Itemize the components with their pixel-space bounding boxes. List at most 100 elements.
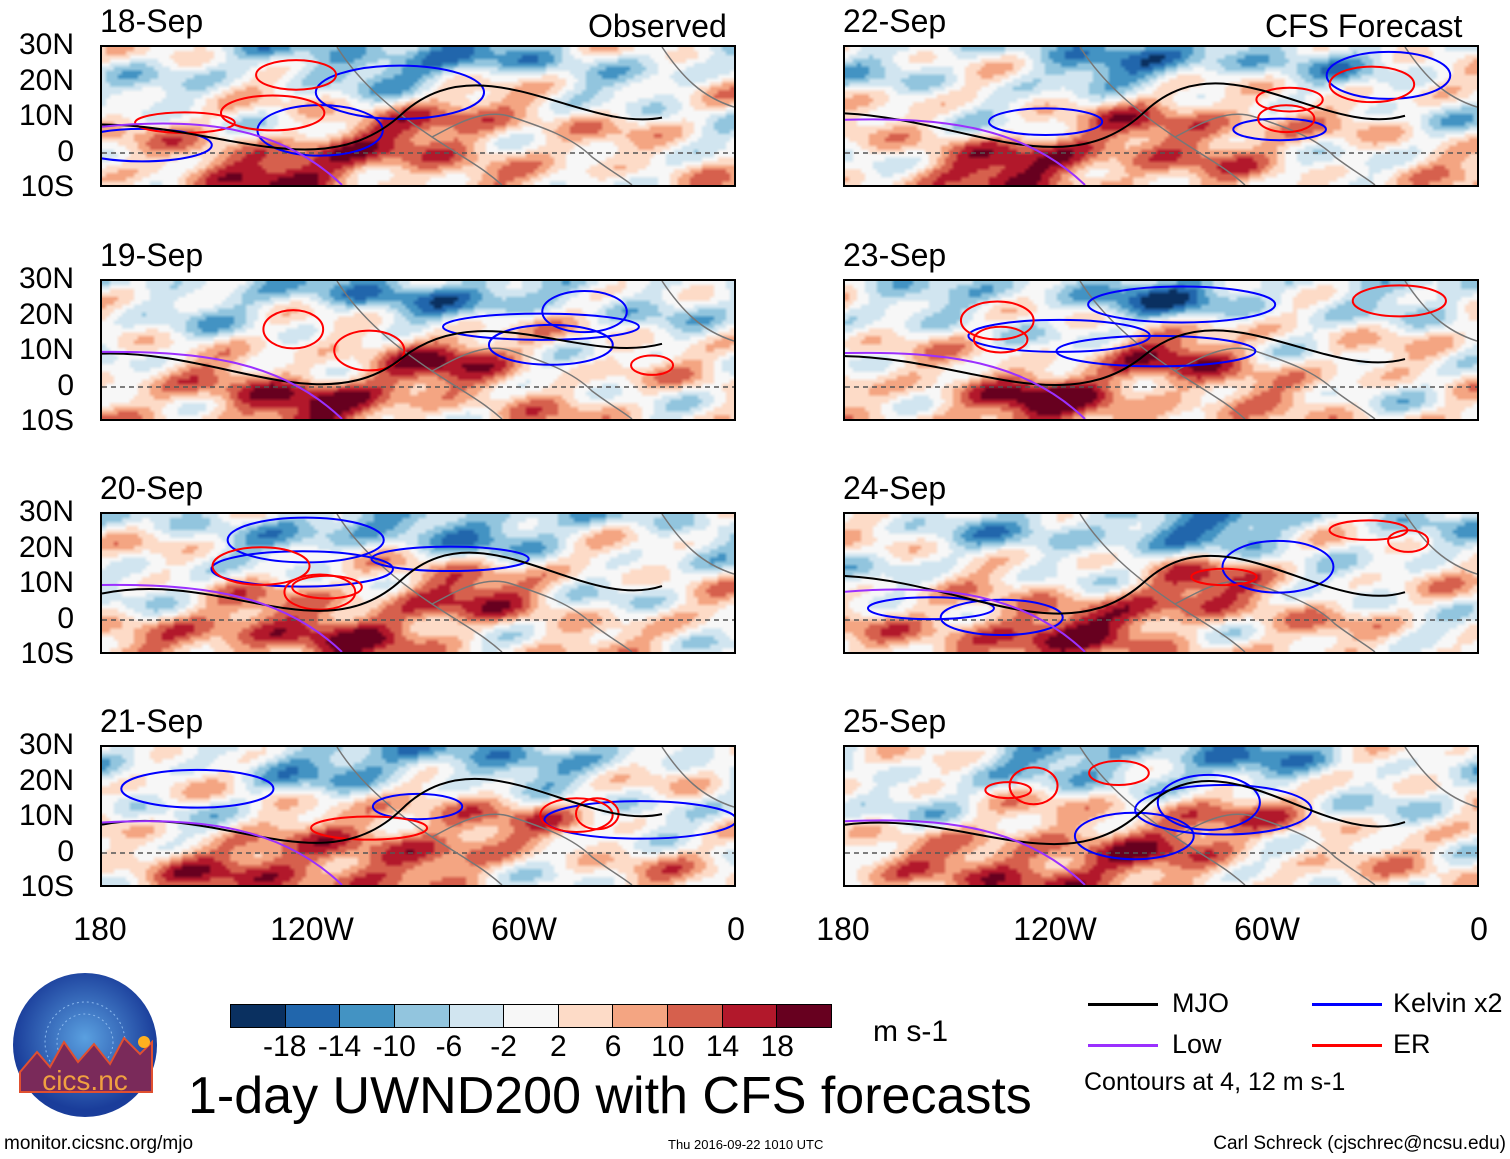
footer-url[interactable]: monitor.cicsnc.org/mjo [4,1133,194,1154]
contour-overlay [845,47,1477,185]
er-contour [1351,284,1447,318]
contour-overlay [102,281,734,419]
kelvin-contour [102,127,213,163]
mjo-contour [102,84,663,151]
kelvin-contour [226,516,385,564]
lat-label: 20N [18,63,74,97]
observed-label: Observed [588,8,727,44]
kelvin-contour [370,545,530,573]
kelvin-contour [1087,285,1277,324]
lon-label: 0 [727,911,745,947]
er-contour [255,59,338,91]
lon-label: 120W [270,911,354,947]
coastline [1079,514,1477,652]
low-contour [845,588,1086,652]
wind-map-panel [100,279,736,421]
uwnd-shading [102,514,734,652]
wind-map-panel [100,45,736,187]
footer-timestamp: Thu 2016-09-22 1010 UTC [668,1137,824,1152]
er-contour [630,354,675,376]
lon-label: 120W [1013,911,1097,947]
kelvin-contour [543,800,734,840]
colorbar-swatch [231,1005,286,1027]
kelvin-contour [541,290,628,334]
kelvin-contour [866,596,995,621]
colorbar-swatch [285,1005,341,1027]
low-contour [845,118,1086,185]
er-contour [1190,567,1258,587]
er-contour [211,546,311,586]
legend-line-kelvin [1312,1003,1382,1006]
coastline [336,47,734,185]
colorbar-swatch [449,1005,505,1027]
uwnd-shading [845,281,1477,419]
low-contour [102,350,343,419]
lat-label: 30N [18,262,74,295]
mjo-contour [845,554,1406,615]
mjo-contour [845,329,1406,386]
er-contour [333,329,406,372]
lat-label: 30N [18,728,74,761]
panel-date-title: 20-Sep [100,470,204,506]
uwnd-shading [102,47,734,185]
lat-label: 10N [18,99,74,132]
lat-label: 10S [20,170,74,203]
er-contour [219,94,326,132]
logo-text: cics.nc [42,1065,128,1096]
mjo-contour [102,330,663,386]
er-contour [972,325,1029,354]
colorbar-tick-label: -18 [263,1030,307,1063]
lat-label: 0 [57,834,74,868]
kelvin-contour [120,768,275,809]
legend-label-low: Low [1172,1029,1222,1059]
er-contour [1088,759,1150,787]
mjo-contour [102,778,663,844]
lat-label: 30N [18,495,74,528]
colorbar-swatch [340,1005,395,1027]
panel-date-title: 22-Sep [843,3,947,39]
wind-map-panel [843,512,1479,654]
kelvin-contour [1232,117,1327,142]
lon-label: 60W [1234,911,1300,947]
colorbar-tick-label: 2 [550,1030,567,1063]
coastline [1079,281,1477,419]
uwnd-shading [845,514,1477,652]
contour-note: Contours at 4, 12 m s-1 [1084,1068,1346,1096]
kelvin-contour [1156,773,1261,831]
wind-map-panel [843,745,1479,887]
er-contour [291,574,363,600]
colorbar-swatch [668,1005,723,1027]
er-contour [984,781,1032,800]
legend-line-mjo [1088,1003,1158,1006]
er-contour [262,309,325,350]
colorbar-swatch [613,1005,669,1027]
er-contour [1008,766,1059,806]
lat-label: 20N [18,297,74,331]
contour-overlay [102,47,734,185]
legend-line-low [1088,1044,1158,1047]
figure-title: 1-day UWND200 with CFS forecasts [188,1067,1032,1125]
er-contour [310,815,429,841]
legend-label-mjo: MJO [1172,988,1229,1018]
lon-label: 0 [1470,911,1488,947]
coastline [336,514,734,652]
er-contour [283,573,357,611]
mjo-contour [845,82,1406,148]
low-contour [102,122,343,185]
legend-line-er [1312,1044,1382,1047]
wind-map-panel [100,745,736,887]
kelvin-contour [1055,334,1257,368]
kelvin-contour [1221,539,1335,594]
colorbar-tick-label: 6 [604,1030,622,1063]
wind-map-panel [100,512,736,654]
lat-label: 20N [18,530,74,564]
er-contour [1328,65,1416,104]
contour-overlay [845,514,1477,652]
colorbar-swatch [777,1005,832,1027]
mjo-contour [845,780,1406,845]
panel-date-title: 21-Sep [100,703,204,739]
lat-label: 10N [18,566,74,599]
kelvin-contour [210,550,394,588]
uwnd-shading [845,47,1477,185]
lat-label: 10N [18,333,74,366]
